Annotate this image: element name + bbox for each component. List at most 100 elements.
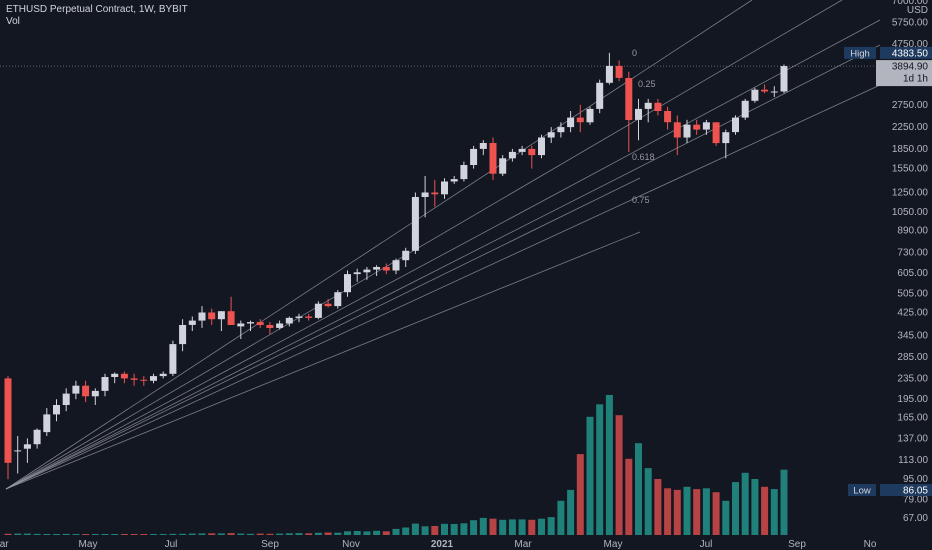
candle-body[interactable]	[353, 272, 361, 275]
candle-body[interactable]	[111, 373, 119, 377]
volume-bar[interactable]	[159, 534, 167, 535]
volume-bar[interactable]	[625, 458, 633, 535]
volume-bar[interactable]	[702, 488, 710, 535]
volume-bar[interactable]	[450, 524, 458, 535]
candle-body[interactable]	[130, 378, 138, 380]
volume-bar[interactable]	[373, 530, 381, 535]
candle-body[interactable]	[528, 148, 536, 156]
volume-bar[interactable]	[237, 533, 245, 535]
volume-bar[interactable]	[120, 534, 128, 535]
volume-bar[interactable]	[101, 534, 109, 535]
candle-body[interactable]	[683, 124, 691, 138]
volume-bar[interactable]	[732, 482, 739, 535]
candle-body[interactable]	[188, 320, 196, 325]
candle-body[interactable]	[460, 165, 468, 180]
volume-bar[interactable]	[683, 486, 691, 535]
candle-body[interactable]	[276, 323, 284, 328]
volume-bar[interactable]	[528, 519, 536, 535]
volume-bar[interactable]	[314, 532, 322, 535]
volume-bar[interactable]	[72, 534, 80, 535]
candle-body[interactable]	[596, 82, 604, 109]
candle-body[interactable]	[722, 132, 730, 144]
candle-body[interactable]	[547, 132, 555, 138]
volume-bar[interactable]	[256, 533, 264, 535]
volume-bar[interactable]	[344, 531, 351, 535]
candle-body[interactable]	[305, 316, 313, 318]
volume-bar[interactable]	[693, 489, 701, 535]
candle-body[interactable]	[382, 267, 390, 271]
candle-body[interactable]	[295, 316, 303, 318]
volume-bar[interactable]	[334, 532, 342, 535]
volume-bar[interactable]	[421, 526, 429, 535]
candle-body[interactable]	[411, 197, 419, 251]
candle-body[interactable]	[654, 102, 662, 111]
candle-body[interactable]	[567, 117, 575, 128]
candle-body[interactable]	[169, 344, 177, 374]
volume-bar[interactable]	[227, 533, 235, 535]
candle-body[interactable]	[314, 303, 322, 318]
volume-bar[interactable]	[489, 518, 497, 535]
volume-bar[interactable]	[479, 517, 487, 535]
candle-body[interactable]	[625, 78, 633, 120]
candle-body[interactable]	[702, 122, 710, 130]
candle-body[interactable]	[615, 65, 623, 78]
candle-body[interactable]	[179, 325, 187, 345]
candle-body[interactable]	[770, 91, 778, 93]
volume-bar[interactable]	[382, 531, 390, 535]
volume-bar[interactable]	[441, 523, 448, 535]
volume-bar[interactable]	[140, 534, 148, 535]
candle-body[interactable]	[324, 303, 332, 307]
candle-body[interactable]	[256, 322, 264, 325]
candle-body[interactable]	[33, 429, 41, 445]
candle-body[interactable]	[508, 151, 516, 159]
candle-body[interactable]	[266, 325, 274, 328]
candle-body[interactable]	[150, 376, 157, 381]
volume-bar[interactable]	[751, 479, 759, 535]
candle-body[interactable]	[576, 117, 584, 123]
candle-body[interactable]	[72, 385, 80, 394]
volume-bar[interactable]	[188, 533, 196, 535]
candle-body[interactable]	[751, 89, 759, 101]
candle-body[interactable]	[120, 373, 128, 379]
volume-bar[interactable]	[761, 486, 769, 535]
volume-bar[interactable]	[53, 534, 60, 535]
volume-bar[interactable]	[654, 479, 662, 535]
volume-bar[interactable]	[217, 533, 225, 535]
candle-body[interactable]	[431, 192, 439, 195]
candle-body[interactable]	[421, 192, 429, 198]
candle-body[interactable]	[644, 102, 652, 109]
candle-body[interactable]	[344, 274, 351, 293]
volume-bar[interactable]	[43, 534, 51, 535]
volume-bar[interactable]	[392, 528, 400, 535]
volume-bar[interactable]	[538, 518, 545, 535]
candle-body[interactable]	[489, 143, 497, 174]
candle-body[interactable]	[334, 292, 342, 307]
candle-body[interactable]	[4, 378, 12, 463]
volume-bar[interactable]	[353, 531, 361, 535]
candle-body[interactable]	[53, 405, 60, 415]
candle-body[interactable]	[43, 414, 51, 433]
candle-body[interactable]	[557, 127, 565, 133]
candle-body[interactable]	[450, 179, 458, 182]
volume-bar[interactable]	[305, 533, 313, 535]
volume-bar[interactable]	[91, 534, 99, 535]
candle-body[interactable]	[402, 250, 410, 261]
volume-bar[interactable]	[547, 517, 555, 535]
volume-bar[interactable]	[615, 415, 623, 535]
candle-body[interactable]	[479, 143, 487, 149]
candle-body[interactable]	[62, 393, 70, 405]
volume-bar[interactable]	[596, 404, 604, 535]
candle-body[interactable]	[140, 379, 148, 381]
volume-bar[interactable]	[605, 395, 613, 535]
candle-body[interactable]	[470, 148, 478, 165]
candle-body[interactable]	[23, 444, 31, 449]
volume-bar[interactable]	[285, 533, 293, 535]
candle-body[interactable]	[159, 373, 167, 377]
volume-bar[interactable]	[23, 533, 31, 535]
candle-body[interactable]	[518, 148, 526, 152]
volume-bar[interactable]	[62, 533, 70, 535]
candle-body[interactable]	[208, 312, 216, 320]
volume-bar[interactable]	[499, 519, 507, 535]
candle-body[interactable]	[741, 100, 749, 118]
candle-body[interactable]	[635, 108, 642, 120]
